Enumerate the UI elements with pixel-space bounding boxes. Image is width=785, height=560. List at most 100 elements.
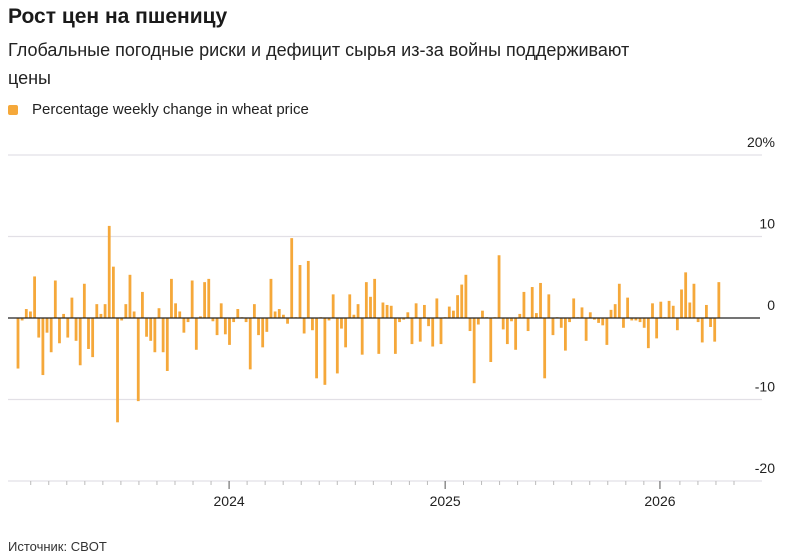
bar — [385, 304, 389, 318]
bar — [298, 265, 302, 318]
bar — [481, 310, 484, 318]
bar — [651, 303, 654, 318]
bar — [700, 318, 704, 343]
bar — [696, 318, 700, 323]
bar — [348, 294, 352, 318]
bar — [244, 318, 248, 323]
bar — [659, 301, 663, 318]
bar — [286, 318, 289, 324]
bar — [45, 318, 49, 333]
bar — [70, 297, 74, 318]
bar — [369, 296, 372, 318]
bar — [402, 318, 406, 320]
bar — [99, 313, 103, 318]
bar — [514, 318, 518, 350]
bar — [518, 313, 522, 318]
bar — [352, 314, 356, 318]
bar — [381, 302, 385, 318]
bar — [215, 318, 219, 336]
bar — [572, 298, 576, 318]
bar — [675, 318, 679, 331]
bar — [74, 318, 78, 341]
bar — [91, 318, 95, 358]
bar — [588, 312, 592, 318]
x-tick-label: 2024 — [214, 493, 245, 509]
bar — [174, 303, 177, 318]
bar — [282, 314, 285, 318]
bar — [447, 306, 451, 318]
bar — [203, 282, 207, 318]
bar — [82, 283, 86, 318]
bar — [153, 318, 157, 353]
bar — [427, 318, 430, 327]
bar — [120, 318, 124, 321]
bar — [24, 309, 28, 318]
bar — [364, 282, 368, 318]
bar — [626, 297, 630, 318]
x-tick-label: 2026 — [644, 493, 675, 509]
bar — [510, 318, 513, 322]
bar — [688, 302, 692, 318]
bar — [667, 300, 671, 318]
bar — [141, 291, 144, 318]
bar — [622, 318, 625, 328]
y-tick-label: 20% — [747, 134, 775, 150]
gridlines — [8, 154, 762, 482]
bar — [182, 318, 186, 333]
bar — [327, 318, 331, 321]
bar — [186, 318, 190, 323]
bar — [33, 276, 36, 318]
y-tick-label: 0 — [767, 297, 775, 313]
bar — [456, 295, 459, 318]
bar — [605, 318, 609, 345]
bar — [435, 298, 439, 318]
bar — [630, 318, 634, 321]
bar — [277, 309, 281, 318]
bar — [551, 318, 555, 336]
bar — [58, 318, 61, 344]
bar — [431, 318, 435, 347]
bar — [87, 318, 90, 349]
bar — [439, 318, 443, 345]
bar — [29, 311, 32, 318]
bar — [315, 318, 318, 379]
bar — [207, 278, 211, 318]
bar — [671, 305, 675, 318]
bar — [389, 305, 393, 318]
bar — [132, 311, 136, 318]
bar — [522, 291, 526, 318]
bar — [530, 287, 534, 318]
bar — [609, 309, 613, 318]
bar — [418, 318, 422, 342]
y-tick-label: -10 — [755, 379, 775, 395]
bar — [16, 318, 20, 369]
bar — [680, 289, 683, 318]
bar — [190, 280, 194, 318]
bar — [489, 318, 493, 363]
bar — [145, 318, 148, 337]
bar — [161, 318, 165, 353]
bar — [265, 318, 269, 332]
bar — [705, 304, 708, 318]
bar — [194, 318, 198, 350]
legend-label: Percentage weekly change in wheat price — [32, 101, 309, 118]
bar — [311, 318, 314, 331]
bar — [613, 304, 617, 318]
bar — [501, 318, 505, 330]
bar — [335, 318, 339, 374]
bar — [331, 294, 335, 318]
bar — [655, 318, 659, 339]
bar — [414, 303, 418, 318]
bar — [410, 318, 414, 345]
bar — [248, 318, 252, 370]
bar — [128, 274, 132, 318]
legend-swatch — [8, 104, 18, 115]
bar — [257, 318, 260, 336]
bar — [547, 294, 551, 318]
bar — [290, 238, 294, 318]
bar — [505, 318, 509, 345]
bar — [423, 304, 426, 318]
bars — [16, 225, 721, 423]
bar — [356, 304, 360, 318]
